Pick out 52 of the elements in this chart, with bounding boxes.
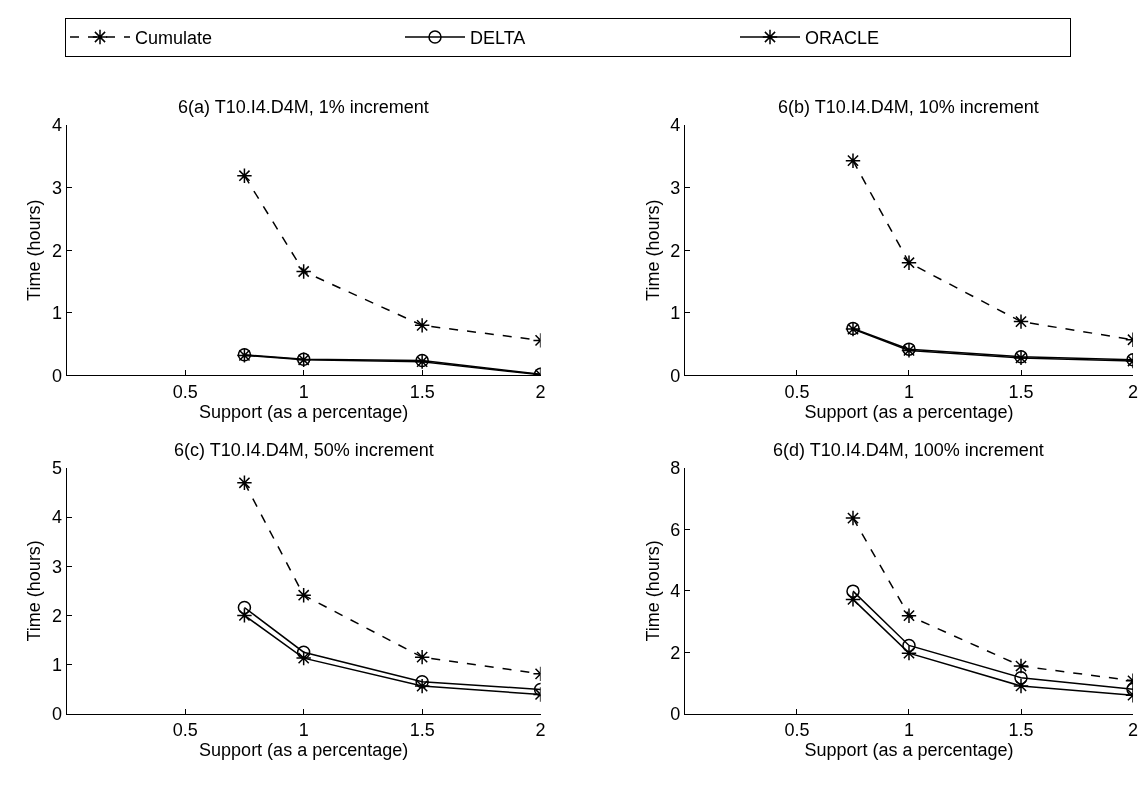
y-tick-label: 6 [670, 519, 681, 540]
y-tick-label: 4 [670, 115, 681, 136]
x-tick-label: 2 [535, 720, 546, 741]
y-tick-label: 5 [52, 458, 63, 479]
x-tick-label: 2 [535, 382, 546, 403]
y-tick-label: 2 [670, 240, 681, 261]
x-axis-title: Support (as a percentage) [199, 402, 409, 423]
y-tick-label: 2 [670, 642, 681, 663]
chart-title: 6(d) T10.I4.D4M, 100% increment [773, 440, 1044, 460]
y-tick-label: 3 [52, 556, 63, 577]
y-tick-label: 4 [52, 507, 63, 528]
y-tick-label: 1 [52, 654, 63, 675]
x-axis-title: Support (as a percentage) [199, 740, 409, 761]
x-tick-label: 1.5 [1008, 720, 1034, 741]
y-axis-title: Time (hours) [24, 540, 45, 642]
x-tick-label: 0.5 [172, 720, 198, 741]
y-tick-label: 0 [670, 703, 681, 724]
y-tick-label: 1 [670, 303, 681, 324]
y-tick-label: 2 [52, 240, 63, 261]
y-tick-label: 4 [52, 115, 63, 136]
x-tick-label: 1.5 [1008, 382, 1034, 403]
legend-label: DELTA [470, 28, 526, 49]
legend-label: Cumulate [135, 28, 213, 49]
x-tick-label: 0.5 [172, 382, 198, 403]
chart-title: 6(a) T10.I4.D4M, 1% increment [178, 97, 429, 117]
y-axis-title: Time (hours) [642, 199, 663, 301]
x-axis-title: Support (as a percentage) [804, 740, 1014, 761]
x-tick-label: 1 [903, 382, 914, 403]
y-tick-label: 0 [52, 365, 63, 386]
x-tick-label: 0.5 [784, 720, 810, 741]
x-axis-title: Support (as a percentage) [804, 402, 1014, 423]
y-tick-label: 3 [670, 177, 681, 198]
y-tick-label: 0 [670, 365, 681, 386]
legend-label: ORACLE [805, 28, 880, 49]
y-axis-title: Time (hours) [24, 199, 45, 301]
y-tick-label: 3 [52, 177, 63, 198]
x-tick-label: 1 [298, 382, 309, 403]
x-tick-label: 2 [1128, 382, 1139, 403]
x-tick-label: 0.5 [784, 382, 810, 403]
chart-title: 6(c) T10.I4.D4M, 50% increment [174, 440, 434, 460]
y-tick-label: 4 [670, 581, 681, 602]
x-tick-label: 1.5 [409, 720, 435, 741]
y-tick-label: 1 [52, 303, 63, 324]
y-tick-label: 2 [52, 605, 63, 626]
y-tick-label: 0 [52, 703, 63, 724]
y-axis-title: Time (hours) [642, 540, 663, 642]
x-tick-label: 1 [903, 720, 914, 741]
x-tick-label: 2 [1128, 720, 1139, 741]
chart-title: 6(b) T10.I4.D4M, 10% increment [778, 97, 1039, 117]
x-tick-label: 1 [298, 720, 309, 741]
x-tick-label: 1.5 [409, 382, 435, 403]
y-tick-label: 8 [670, 458, 681, 479]
